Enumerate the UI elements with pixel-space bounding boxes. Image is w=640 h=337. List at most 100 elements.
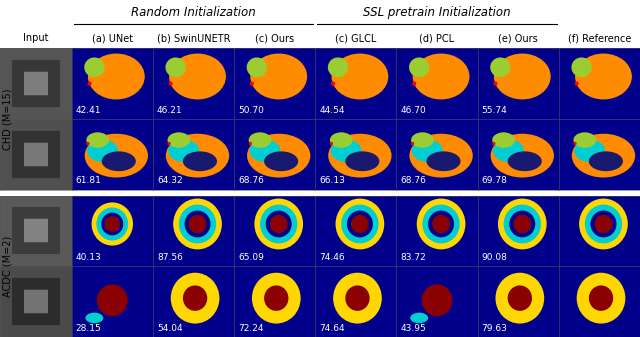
Text: ACDC (M=2): ACDC (M=2): [3, 236, 13, 297]
Text: (c) GLCL: (c) GLCL: [335, 33, 376, 43]
Ellipse shape: [86, 313, 103, 323]
Text: 66.13: 66.13: [319, 176, 345, 185]
Ellipse shape: [595, 215, 612, 233]
Ellipse shape: [508, 151, 542, 171]
Ellipse shape: [173, 198, 222, 249]
Text: (e) Ours: (e) Ours: [499, 33, 538, 43]
Ellipse shape: [105, 216, 120, 232]
Text: 28.15: 28.15: [76, 324, 102, 333]
Ellipse shape: [492, 132, 515, 148]
Ellipse shape: [509, 211, 535, 237]
Ellipse shape: [166, 57, 186, 77]
Ellipse shape: [86, 142, 90, 145]
Ellipse shape: [410, 134, 473, 178]
Ellipse shape: [246, 57, 267, 77]
Ellipse shape: [249, 142, 252, 145]
Text: 69.78: 69.78: [482, 176, 508, 185]
Ellipse shape: [328, 134, 392, 178]
Ellipse shape: [184, 211, 211, 237]
Text: 43.95: 43.95: [401, 324, 426, 333]
Ellipse shape: [84, 134, 148, 178]
Text: 68.76: 68.76: [238, 176, 264, 185]
Ellipse shape: [171, 273, 220, 324]
Ellipse shape: [577, 273, 625, 324]
Ellipse shape: [88, 82, 92, 86]
Ellipse shape: [168, 140, 199, 162]
Ellipse shape: [426, 151, 461, 171]
Ellipse shape: [492, 142, 495, 145]
Ellipse shape: [189, 215, 207, 233]
Text: 54.04: 54.04: [157, 324, 182, 333]
Text: 68.76: 68.76: [401, 176, 426, 185]
Ellipse shape: [573, 142, 577, 145]
Ellipse shape: [409, 57, 429, 77]
Ellipse shape: [249, 132, 271, 148]
Ellipse shape: [97, 284, 128, 316]
Ellipse shape: [346, 285, 370, 311]
Text: 74.46: 74.46: [319, 253, 345, 262]
Text: 64.32: 64.32: [157, 176, 182, 185]
Ellipse shape: [270, 215, 287, 233]
Ellipse shape: [575, 54, 632, 99]
Text: CHD (M=15): CHD (M=15): [3, 88, 13, 150]
Ellipse shape: [412, 140, 443, 162]
Ellipse shape: [575, 82, 579, 86]
Ellipse shape: [169, 82, 173, 86]
Text: (a) UNet: (a) UNet: [92, 33, 133, 43]
Ellipse shape: [87, 140, 118, 162]
Ellipse shape: [250, 82, 254, 86]
Text: 61.81: 61.81: [76, 176, 102, 185]
Ellipse shape: [328, 57, 348, 77]
Ellipse shape: [341, 205, 379, 243]
Ellipse shape: [331, 82, 335, 86]
Text: 72.24: 72.24: [238, 324, 264, 333]
Text: 42.41: 42.41: [76, 105, 101, 115]
Text: 46.70: 46.70: [401, 105, 426, 115]
Ellipse shape: [330, 132, 353, 148]
Text: 83.72: 83.72: [401, 253, 426, 262]
Ellipse shape: [168, 132, 190, 148]
Ellipse shape: [266, 211, 292, 237]
Ellipse shape: [411, 142, 414, 145]
Text: Random Initialization: Random Initialization: [131, 6, 256, 19]
Ellipse shape: [252, 273, 301, 324]
Text: (c) Ours: (c) Ours: [255, 33, 294, 43]
Text: 55.74: 55.74: [482, 105, 508, 115]
Text: Input: Input: [23, 33, 49, 43]
Ellipse shape: [88, 54, 145, 99]
Text: 46.21: 46.21: [157, 105, 182, 115]
Ellipse shape: [264, 285, 289, 311]
Text: SSL pretrain Initialization: SSL pretrain Initialization: [364, 6, 511, 19]
Ellipse shape: [591, 211, 616, 237]
Ellipse shape: [84, 57, 104, 77]
Ellipse shape: [585, 205, 622, 243]
Ellipse shape: [589, 151, 623, 171]
Text: 87.56: 87.56: [157, 253, 183, 262]
Ellipse shape: [168, 142, 171, 145]
Ellipse shape: [183, 151, 217, 171]
Ellipse shape: [493, 140, 524, 162]
Ellipse shape: [417, 198, 465, 249]
Ellipse shape: [493, 82, 497, 86]
Ellipse shape: [589, 285, 613, 311]
Ellipse shape: [179, 205, 216, 243]
Ellipse shape: [410, 313, 428, 323]
Text: 90.08: 90.08: [482, 253, 508, 262]
Ellipse shape: [574, 140, 605, 162]
Ellipse shape: [250, 140, 280, 162]
Ellipse shape: [411, 132, 434, 148]
Ellipse shape: [498, 198, 547, 249]
Ellipse shape: [250, 54, 307, 99]
Ellipse shape: [428, 211, 454, 237]
Ellipse shape: [101, 213, 124, 235]
Ellipse shape: [491, 134, 554, 178]
Ellipse shape: [490, 57, 511, 77]
Ellipse shape: [254, 198, 303, 249]
Ellipse shape: [494, 54, 550, 99]
Ellipse shape: [97, 208, 128, 241]
Ellipse shape: [260, 205, 298, 243]
Ellipse shape: [351, 215, 369, 233]
Ellipse shape: [495, 273, 544, 324]
Ellipse shape: [166, 134, 229, 178]
Ellipse shape: [432, 215, 450, 233]
